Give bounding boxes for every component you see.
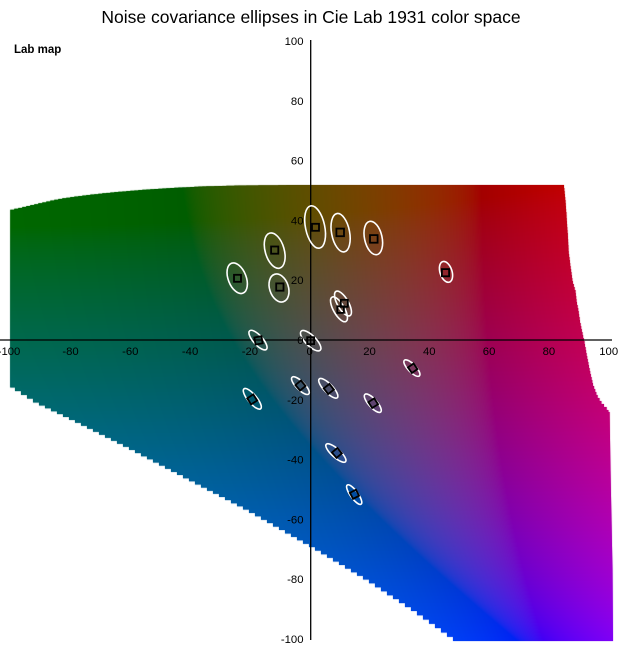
svg-text:Noise covariance ellipses in C: Noise covariance ellipses in Cie Lab 193… — [101, 7, 520, 27]
svg-text:20: 20 — [363, 346, 376, 358]
svg-text:40: 40 — [291, 215, 304, 227]
svg-text:80: 80 — [543, 346, 556, 358]
svg-text:40: 40 — [423, 346, 436, 358]
svg-text:80: 80 — [291, 96, 304, 108]
svg-text:0: 0 — [297, 335, 303, 347]
svg-text:-100: -100 — [0, 346, 20, 358]
svg-text:60: 60 — [291, 156, 304, 168]
svg-text:-80: -80 — [287, 574, 303, 586]
svg-text:Lab map: Lab map — [14, 44, 61, 56]
svg-text:-100: -100 — [281, 634, 304, 646]
svg-text:-20: -20 — [287, 395, 303, 407]
svg-text:-80: -80 — [62, 346, 78, 358]
svg-text:20: 20 — [291, 275, 304, 287]
svg-text:100: 100 — [599, 346, 618, 358]
svg-text:0: 0 — [307, 346, 313, 358]
svg-text:60: 60 — [483, 346, 496, 358]
svg-text:-40: -40 — [182, 346, 198, 358]
svg-text:-60: -60 — [122, 346, 138, 358]
svg-text:-60: -60 — [287, 514, 303, 526]
svg-text:100: 100 — [285, 36, 304, 48]
svg-text:-40: -40 — [287, 455, 303, 467]
svg-text:-20: -20 — [242, 346, 258, 358]
